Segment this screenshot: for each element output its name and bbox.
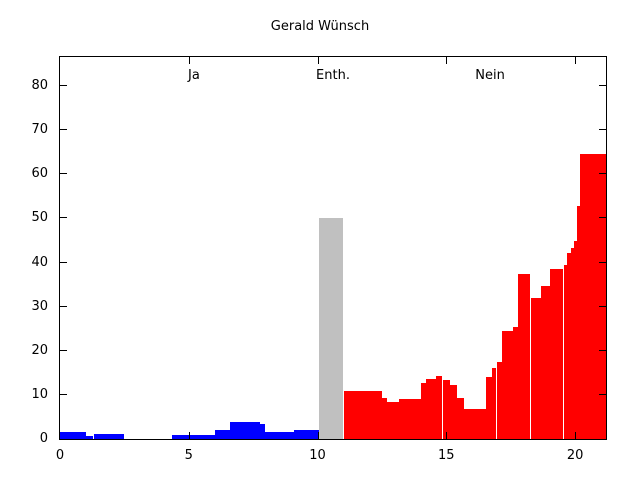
bar-nein [442,379,451,439]
x-tick-bottom [188,432,190,439]
bar-ja [294,429,319,439]
y-tick-left [60,173,67,175]
y-tick-label: 40 [31,254,48,270]
bar-nein [566,252,572,439]
y-tick-left [60,85,67,87]
bar-ja [93,433,125,439]
x-tick-bottom [575,432,577,439]
bar-nein [425,378,436,439]
y-tick-label: 80 [31,78,48,94]
bar-nein [496,362,502,439]
bar-nein [580,154,606,439]
x-tick-top [317,57,319,64]
region-label-ja: Ja [187,68,200,83]
y-tick-right [599,129,606,131]
x-tick-top [446,57,448,64]
x-tick-label: 10 [309,448,326,463]
y-tick-label: 60 [31,166,48,182]
region-label-enth: Enth. [316,68,350,83]
bar-nein [491,368,497,439]
bar-nein [574,240,577,439]
bar-ja [172,434,215,439]
bar-nein [456,397,465,439]
bar-ja [259,424,265,439]
bar-nein [398,399,421,439]
y-tick-left [60,349,67,351]
plot-area [59,56,607,440]
x-tick-top [575,57,577,64]
y-tick-left [60,393,67,395]
y-tick-left [60,261,67,263]
x-tick-top [188,57,190,64]
bar-nein [518,273,531,439]
x-tick-bottom [317,432,319,439]
y-tick-right [599,173,606,175]
y-tick-right [599,85,606,87]
bar-ja [230,421,260,439]
y-tick-left [60,129,67,131]
y-tick-label: 50 [31,210,48,226]
bar-nein [387,402,399,439]
bar-nein [343,391,382,439]
bar-ja [214,429,230,439]
bar-nein [550,269,564,439]
region-label-nein: Nein [475,68,505,83]
bar-nein [540,286,551,439]
bar-ja [60,432,86,439]
bar-enth [318,218,343,439]
bar-ja [264,431,295,439]
y-tick-right [599,305,606,307]
bar-nein [420,382,426,439]
bar-nein [381,398,388,439]
x-tick-label: 20 [566,448,584,463]
y-tick-label: 30 [31,298,48,314]
x-tick-label: 5 [184,448,193,463]
y-tick-right [599,261,606,263]
chart-title: Gerald Wünsch [270,19,370,34]
bar-nein [563,265,567,439]
bar-nein [576,205,580,439]
y-tick-right [599,393,606,395]
x-tick-bottom [446,432,448,439]
y-tick-label: 70 [31,122,48,138]
bar-nein [486,377,492,439]
y-tick-left [60,305,67,307]
y-tick-right [599,217,606,219]
bar-nein [571,247,575,439]
bar-nein [436,375,443,439]
y-tick-label: 0 [39,431,48,446]
bar-nein [450,385,457,439]
bar-nein [501,331,514,439]
y-tick-label: 20 [31,342,48,358]
x-tick-label: 15 [438,448,455,463]
bar-ja [85,435,94,439]
x-tick-label: 0 [55,448,65,463]
bar-nein [530,297,541,439]
bar-nein [464,409,487,439]
bar-nein [513,326,519,439]
y-tick-right [599,349,606,351]
y-tick-left [60,217,67,219]
y-tick-label: 10 [31,386,48,402]
